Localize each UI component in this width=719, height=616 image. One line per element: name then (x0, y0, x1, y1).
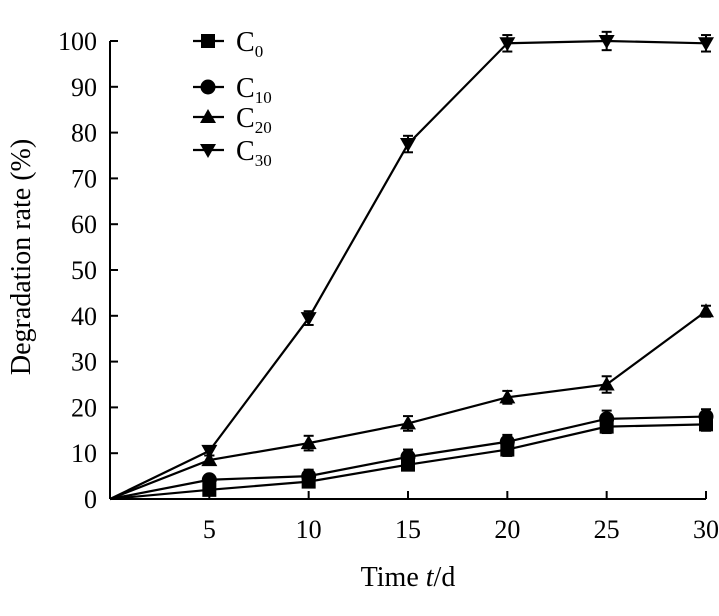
data-point (300, 312, 317, 327)
data-point (201, 452, 218, 467)
y-tick-label: 100 (58, 27, 97, 56)
x-axis-title-prefix: Time (361, 562, 426, 593)
legend-label: C0 (236, 27, 263, 61)
legend-label-subscript: 0 (255, 42, 264, 61)
x-tick-label: 30 (693, 515, 719, 544)
legend-item-c20: C20 (193, 103, 272, 137)
legend-marker (200, 144, 216, 158)
y-tick-label: 30 (71, 348, 97, 377)
data-point (400, 415, 416, 430)
x-tick-label: 25 (594, 515, 620, 544)
y-tick-label: 60 (71, 210, 97, 239)
data-point (400, 138, 416, 153)
data-point (598, 35, 615, 49)
legend-item-c10: C10 (193, 73, 272, 107)
x-tick-label: 20 (494, 515, 520, 544)
y-ticks: 0 10 20 30 40 50 60 70 80 90 100 (58, 27, 118, 514)
series-c30 (109, 30, 714, 500)
y-tick-label: 70 (71, 164, 97, 193)
legend-label-subscript: 20 (255, 118, 272, 137)
x-axis-title-variable: t (426, 562, 435, 593)
data-point (698, 303, 714, 318)
series-c10 (109, 408, 714, 501)
y-tick-label: 90 (71, 73, 97, 102)
data-point (499, 37, 516, 52)
data-point (400, 449, 416, 465)
series-group (109, 30, 714, 501)
x-axis-title: Time t/d (361, 562, 456, 593)
legend-label-subscript: 10 (255, 88, 272, 107)
legend-label: C10 (236, 73, 272, 107)
x-axis-title-unit: /d (434, 562, 456, 593)
y-tick-label: 0 (84, 485, 97, 514)
data-point (698, 409, 714, 425)
x-tick-label: 15 (395, 515, 421, 544)
y-tick-label: 10 (71, 439, 97, 468)
x-tick-label: 5 (203, 515, 216, 544)
legend-label-main: C (236, 103, 255, 134)
legend-marker (201, 34, 215, 48)
data-point (698, 37, 714, 52)
legend-label: C20 (236, 103, 272, 137)
legend-label-subscript: 30 (255, 151, 272, 170)
legend-item-c30: C30 (193, 136, 272, 170)
data-point (499, 434, 515, 450)
series-c20 (109, 303, 714, 501)
legend-label-main: C (236, 73, 255, 104)
y-tick-label: 20 (71, 393, 97, 422)
legend-label-main: C (236, 27, 255, 58)
data-point (201, 444, 218, 459)
y-axis-title: Degradation rate (%) (6, 139, 37, 375)
legend-label-main: C (236, 136, 255, 167)
x-ticks: 5 10 15 20 25 30 (203, 491, 719, 544)
data-point (301, 468, 317, 484)
data-point (499, 389, 516, 404)
y-tick-label: 40 (71, 302, 97, 331)
data-point (300, 435, 317, 450)
data-point (599, 411, 615, 427)
legend-label: C30 (236, 136, 272, 170)
legend-item-c0: C0 (193, 27, 263, 61)
x-tick-label: 10 (296, 515, 322, 544)
data-point (598, 376, 615, 391)
data-point (201, 472, 217, 488)
legend-marker (200, 79, 216, 95)
y-tick-label: 50 (71, 256, 97, 285)
y-tick-label: 80 (71, 119, 97, 148)
legend-marker (200, 109, 216, 123)
